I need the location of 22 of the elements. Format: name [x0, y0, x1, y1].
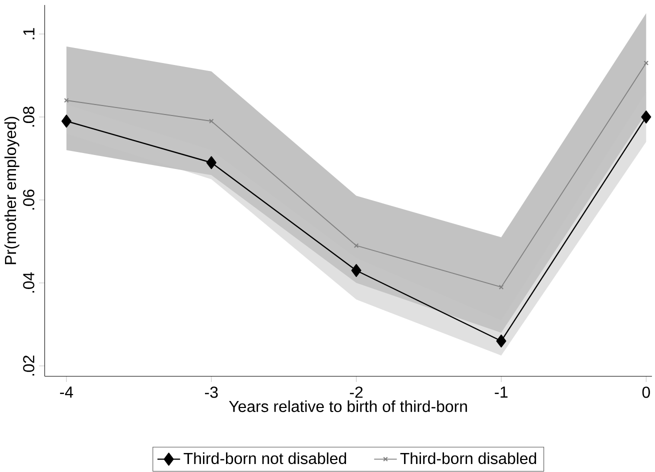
x-axis-title: Years relative to birth of third-born [229, 400, 467, 412]
x-tick-label: -4 [60, 386, 74, 398]
point [641, 110, 652, 124]
x-tick-label: -2 [350, 386, 363, 398]
y-tick-label: .06 [23, 190, 34, 210]
point [208, 118, 214, 124]
x-tick-label: -3 [205, 386, 218, 398]
point [354, 243, 359, 248]
point [351, 264, 362, 278]
point [498, 284, 504, 290]
y-tick-label: .1 [23, 28, 34, 40]
y-tick-label: .08 [23, 106, 34, 127]
y-tick-label: .02 [23, 356, 34, 376]
y-tick-label: .04 [23, 272, 34, 293]
point [206, 156, 216, 170]
point [61, 114, 72, 128]
legend-label: Third-born not disabled [184, 452, 346, 464]
x-tick-label: 0 [642, 386, 650, 398]
x-tick-label: -1 [494, 386, 508, 398]
point [496, 334, 506, 348]
legend-label: Third-born disabled [400, 452, 536, 464]
y-axis-title: Pr(mother employed) [4, 117, 20, 264]
